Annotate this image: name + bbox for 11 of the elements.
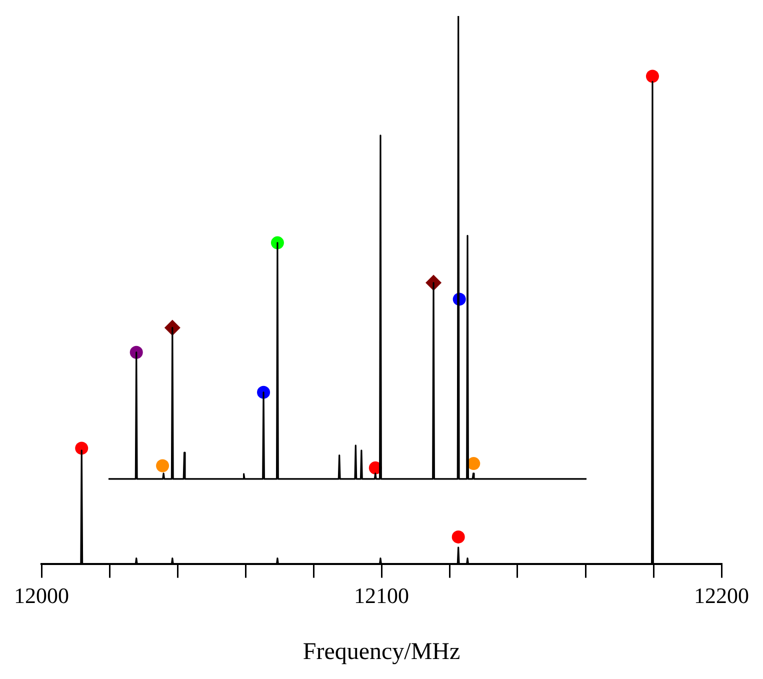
point [156, 459, 170, 472]
point [75, 442, 88, 455]
point [646, 70, 659, 83]
point [452, 530, 465, 544]
x-tick-label: 12000 [14, 582, 69, 608]
point [130, 346, 143, 359]
x-tick-label: 12100 [354, 582, 409, 608]
x-axis-title: Frequency/MHz [302, 638, 460, 665]
point [467, 457, 480, 470]
x-tick-label: 12200 [694, 582, 749, 608]
point [164, 320, 180, 336]
